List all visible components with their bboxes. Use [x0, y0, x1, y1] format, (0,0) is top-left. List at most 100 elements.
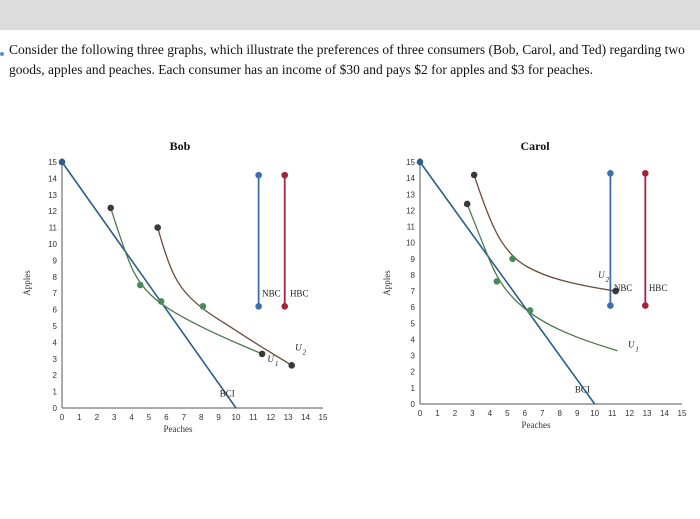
- y-tick-label: 2: [411, 368, 416, 377]
- y-tick-label: 13: [48, 191, 57, 200]
- chart-title: Carol: [520, 139, 550, 153]
- y-tick-label: 10: [406, 239, 415, 248]
- y-tick-label: 7: [53, 289, 58, 298]
- y-tick-label: 1: [411, 384, 416, 393]
- x-tick-label: 13: [643, 409, 652, 418]
- budget-line: [61, 161, 237, 409]
- y-axis-label: Apples: [382, 270, 392, 296]
- data-point: [612, 287, 619, 295]
- curve-label: BCI: [220, 389, 235, 399]
- y-tick-label: 3: [53, 355, 58, 364]
- chart-title: Bob: [170, 139, 191, 153]
- top-bar: [0, 0, 700, 30]
- x-tick-label: 10: [590, 409, 599, 418]
- x-tick-label: 5: [147, 413, 152, 422]
- y-tick-label: 2: [53, 371, 58, 380]
- x-tick-label: 3: [112, 413, 117, 422]
- data-point: [255, 171, 262, 179]
- x-tick-label: 14: [660, 409, 669, 418]
- y-tick-label: 12: [48, 207, 57, 216]
- question-marker: [0, 52, 4, 56]
- x-axis-label: Peaches: [522, 420, 551, 430]
- data-point: [258, 350, 266, 358]
- data-point: [509, 255, 516, 263]
- x-tick-label: 7: [540, 409, 545, 418]
- data-point: [199, 303, 207, 310]
- data-point: [154, 224, 161, 231]
- y-tick-label: 6: [411, 303, 416, 312]
- y-tick-label: 4: [53, 338, 58, 347]
- indifference-curve-u1: [466, 203, 618, 352]
- curve-label: NBC: [614, 283, 633, 293]
- x-tick-label: 14: [301, 413, 310, 422]
- x-tick-label: 1: [77, 413, 82, 422]
- curve-label: HBC: [290, 288, 309, 298]
- data-point: [281, 171, 289, 179]
- x-tick-label: 6: [164, 413, 169, 422]
- x-tick-label: 8: [199, 413, 204, 422]
- y-tick-label: 14: [48, 174, 57, 183]
- data-point: [642, 302, 649, 309]
- x-tick-label: 0: [418, 409, 423, 418]
- y-tick-label: 9: [411, 255, 416, 264]
- y-tick-label: 15: [406, 158, 415, 167]
- x-tick-label: 11: [608, 409, 617, 418]
- data-point: [493, 278, 501, 285]
- x-tick-label: 10: [232, 413, 241, 422]
- x-tick-label: 12: [266, 413, 275, 422]
- data-point: [526, 307, 534, 314]
- y-tick-label: 11: [49, 224, 58, 233]
- data-point: [58, 158, 66, 166]
- y-tick-label: 9: [53, 256, 58, 265]
- curve-label: U1: [628, 340, 639, 354]
- y-tick-label: 15: [48, 158, 57, 167]
- x-tick-label: 7: [182, 413, 187, 422]
- indifference-curve-u2: [473, 174, 616, 292]
- x-tick-label: 6: [523, 409, 528, 418]
- data-point: [288, 362, 295, 369]
- y-tick-label: 6: [53, 306, 58, 315]
- x-axis-label: Peaches: [164, 424, 193, 434]
- y-tick-label: 1: [53, 388, 58, 397]
- y-tick-label: 8: [411, 271, 416, 280]
- data-point: [463, 200, 471, 208]
- curve-label: U1: [267, 354, 278, 368]
- curve-label: HBC: [649, 283, 668, 293]
- curve-label: U2: [295, 343, 307, 357]
- indifference-curve-u2: [157, 227, 293, 366]
- budget-line: [419, 161, 596, 405]
- data-point: [157, 298, 165, 305]
- y-tick-label: 0: [53, 404, 58, 413]
- y-tick-label: 0: [411, 400, 416, 409]
- x-tick-label: 12: [625, 409, 634, 418]
- x-tick-label: 4: [488, 409, 493, 418]
- x-tick-label: 1: [435, 409, 440, 418]
- curve-label: BCI: [575, 385, 590, 395]
- curve-label: NBC: [262, 288, 281, 298]
- x-tick-label: 9: [216, 413, 221, 422]
- question-text: Consider the following three graphs, whi…: [9, 42, 685, 77]
- y-tick-label: 3: [411, 352, 416, 361]
- y-tick-label: 5: [53, 322, 58, 331]
- y-tick-label: 8: [53, 273, 58, 282]
- y-tick-label: 12: [406, 206, 415, 215]
- y-tick-label: 7: [411, 287, 416, 296]
- data-point: [470, 171, 478, 179]
- data-point: [607, 302, 614, 309]
- x-tick-label: 15: [319, 413, 328, 422]
- y-axis-label: Apples: [22, 270, 32, 296]
- data-point: [107, 204, 115, 212]
- y-tick-label: 13: [406, 190, 415, 199]
- data-point: [255, 303, 262, 310]
- data-point: [642, 169, 649, 177]
- y-tick-label: 4: [411, 335, 416, 344]
- x-tick-label: 2: [95, 413, 100, 422]
- x-tick-label: 11: [249, 413, 258, 422]
- x-tick-label: 15: [678, 409, 687, 418]
- x-tick-label: 2: [453, 409, 458, 418]
- x-tick-label: 8: [558, 409, 563, 418]
- x-tick-label: 13: [284, 413, 293, 422]
- y-tick-label: 14: [406, 174, 415, 183]
